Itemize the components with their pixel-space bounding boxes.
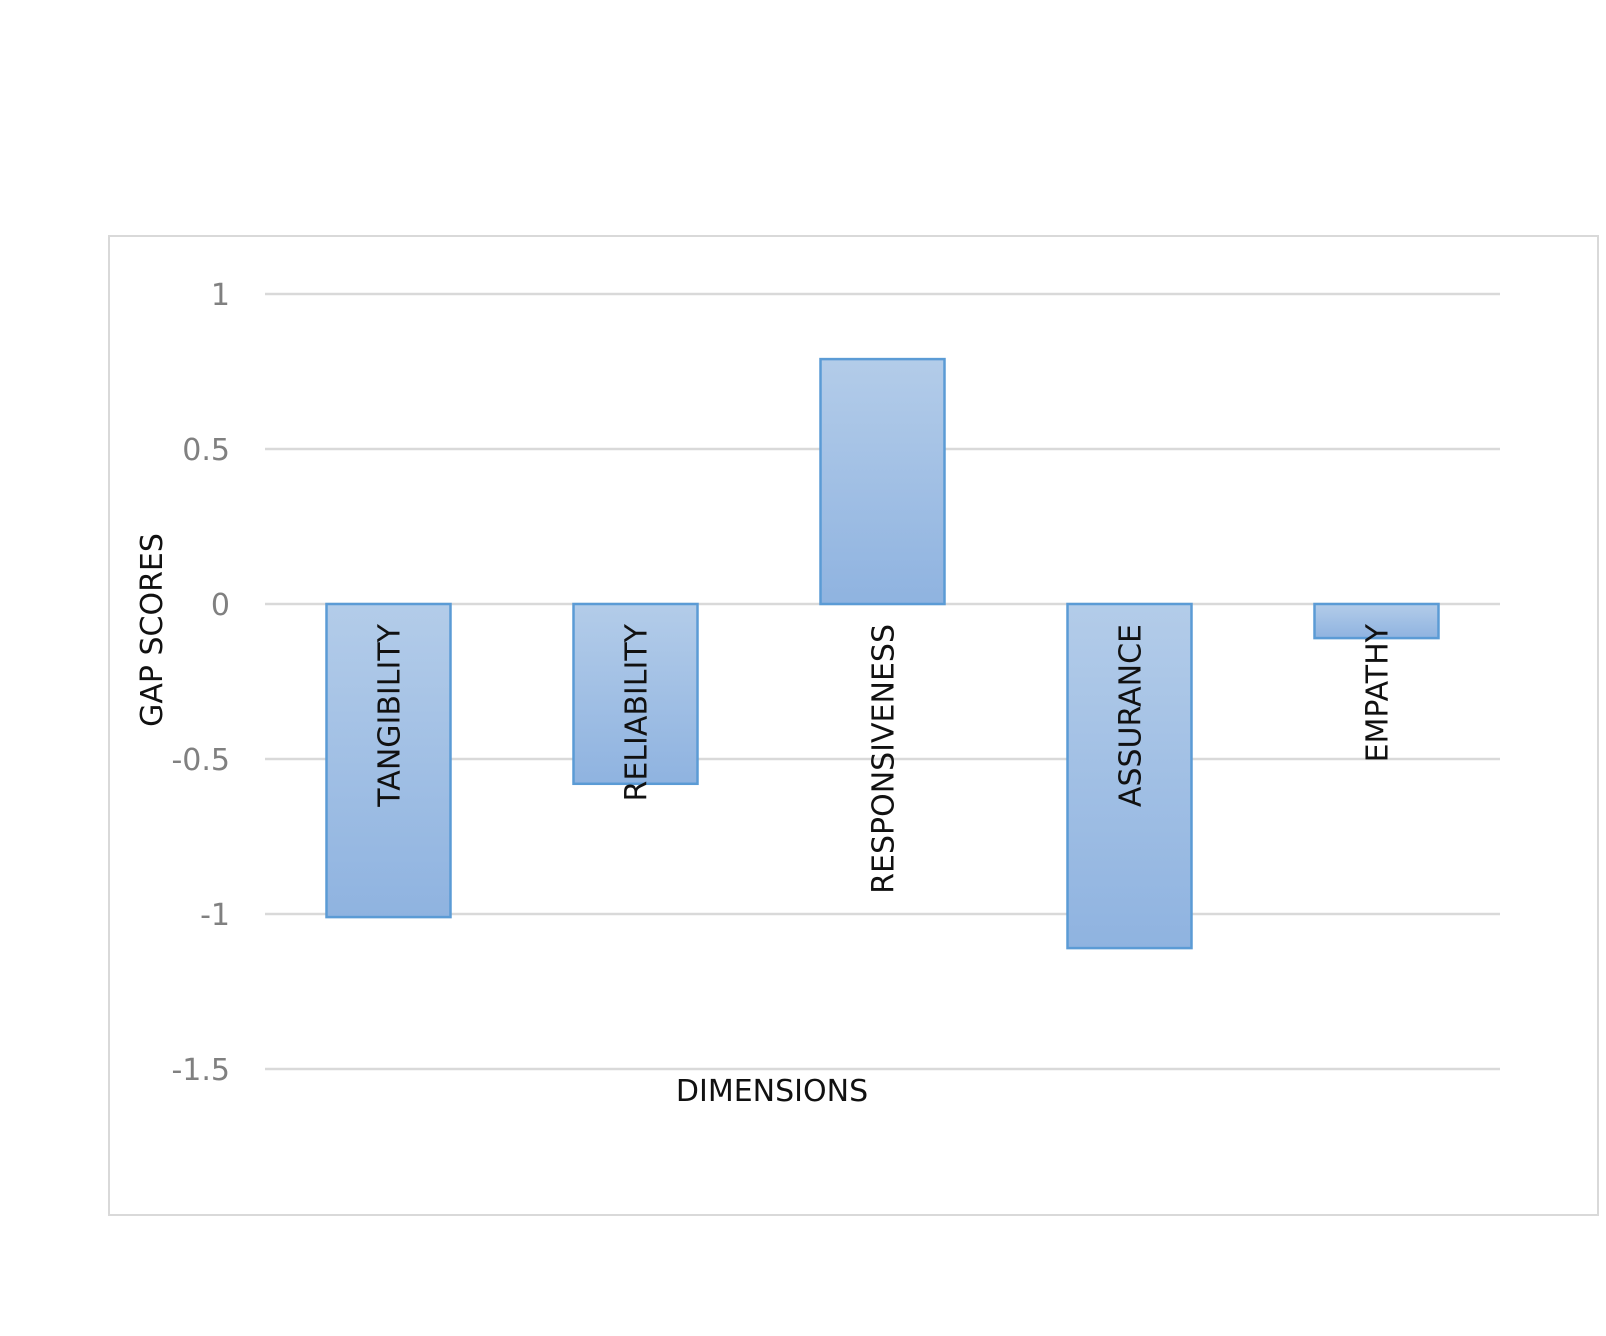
y-tick-label: 1: [211, 278, 230, 313]
category-labels: TANGIBILITY RELIABILITY RESPONSIVENESS ASSU…: [373, 623, 1396, 894]
bar-assurance: [1066, 602, 1193, 950]
category-label: RELIABILITY: [620, 623, 655, 801]
bar-responsiveness: [819, 357, 946, 606]
y-tick-label: -1.5: [171, 1053, 230, 1088]
y-tick-label: 0.5: [182, 433, 230, 468]
category-label: ASSURANCE: [1114, 624, 1149, 807]
category-label: TANGIBILITY: [373, 623, 408, 807]
bar-reliability: [572, 602, 699, 786]
y-tick-label: -1: [200, 898, 230, 933]
x-axis-title: DIMENSIONS: [676, 1074, 868, 1109]
y-axis-ticks: 1 0.5 0 -0.5 -1 -1.5: [171, 278, 230, 1088]
category-label: RESPONSIVENESS: [867, 624, 902, 894]
bar-tangibility: [325, 602, 452, 919]
gridlines: [265, 292, 1500, 1071]
y-tick-label: -0.5: [171, 743, 230, 778]
bars: [325, 357, 1440, 950]
y-axis-title: GAP SCORES: [135, 533, 170, 727]
category-label: EMPATHY: [1361, 623, 1396, 762]
y-tick-label: 0: [211, 588, 230, 623]
bar-empathy: [1313, 602, 1440, 640]
